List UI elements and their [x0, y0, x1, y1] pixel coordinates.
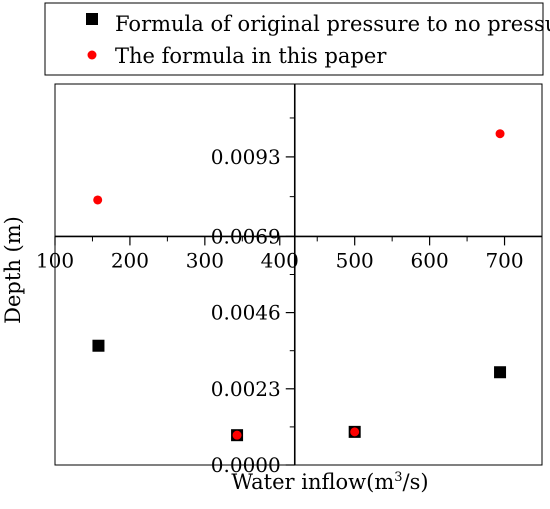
plot-frame: [54, 83, 543, 466]
y-tick-label: 0.0046: [211, 301, 281, 325]
data-point-circle: [232, 430, 242, 440]
legend-box: [44, 2, 544, 76]
legend-label-series-1: Formula of original pressure to no press…: [115, 12, 550, 36]
x-tick-label: 500: [336, 248, 374, 272]
y-tick-label: 0.0023: [211, 377, 281, 401]
x-tick-label: 200: [111, 248, 149, 272]
legend-marker-circle: [87, 50, 97, 60]
x-tick-label: 300: [186, 248, 224, 272]
data-point-square: [92, 339, 105, 352]
tick-labels: 100 200 300 400 500 600 700 0.0000 0.0023 0.0046 0…: [36, 145, 524, 477]
legend-label-series-2: The formula in this paper: [115, 44, 387, 68]
legend-marker-square: [86, 13, 98, 25]
data-point-circle: [495, 129, 505, 139]
data-point-circle: [350, 427, 360, 437]
ticks: [54, 117, 506, 466]
data-point-circle: [93, 195, 103, 205]
x-tick-label: 700: [485, 248, 523, 272]
x-tick-label: 600: [411, 248, 449, 272]
y-tick-label: 0.0069: [211, 224, 281, 248]
x-tick-label: 400: [261, 248, 299, 272]
data-points: [92, 129, 507, 442]
y-tick-label: 0.0000: [211, 453, 281, 477]
legend: Formula of original pressure to no press…: [44, 2, 550, 76]
y-tick-label: 0.0093: [211, 145, 281, 169]
x-axis-label: Water inflow(m3/s): [231, 470, 428, 494]
x-tick-label: 100: [36, 248, 74, 272]
data-point-square: [494, 366, 507, 379]
y-axis-label: Depth (m): [1, 216, 25, 324]
